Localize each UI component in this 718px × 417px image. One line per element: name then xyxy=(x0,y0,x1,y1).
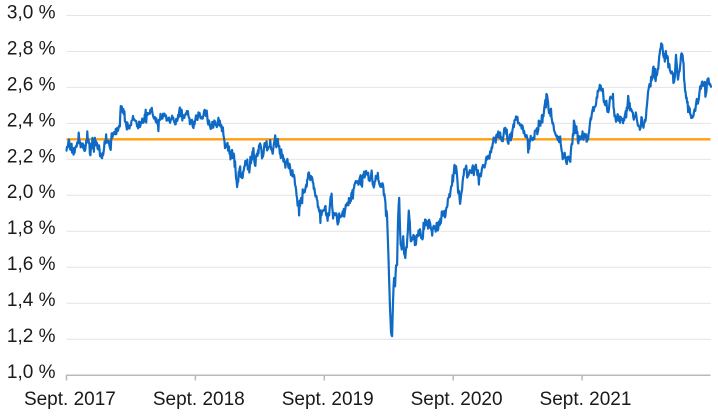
svg-text:2,0 %: 2,0 % xyxy=(7,182,56,203)
svg-text:2,4 %: 2,4 % xyxy=(7,110,56,131)
svg-text:2,8 %: 2,8 % xyxy=(7,38,56,59)
svg-text:2,6 %: 2,6 % xyxy=(7,74,56,95)
svg-text:Sept. 2020: Sept. 2020 xyxy=(411,389,503,410)
svg-text:1,8 %: 1,8 % xyxy=(7,218,56,239)
svg-text:1,2 %: 1,2 % xyxy=(7,326,56,347)
svg-text:Sept. 2018: Sept. 2018 xyxy=(153,389,245,410)
svg-text:1,0 %: 1,0 % xyxy=(7,362,56,383)
svg-text:1,6 %: 1,6 % xyxy=(7,254,56,275)
svg-text:1,4 %: 1,4 % xyxy=(7,290,56,311)
svg-text:Sept. 2017: Sept. 2017 xyxy=(24,389,116,410)
svg-text:Sept. 2021: Sept. 2021 xyxy=(540,389,632,410)
svg-text:3,0 %: 3,0 % xyxy=(7,2,56,23)
svg-text:Sept. 2019: Sept. 2019 xyxy=(282,389,374,410)
svg-text:2,2 %: 2,2 % xyxy=(7,146,56,167)
